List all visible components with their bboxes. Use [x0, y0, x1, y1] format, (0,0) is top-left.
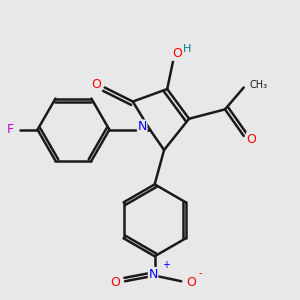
Text: +: +: [162, 260, 170, 270]
Text: O: O: [111, 276, 121, 289]
Text: N: N: [148, 268, 158, 281]
Text: CH₃: CH₃: [249, 80, 268, 90]
Text: N: N: [137, 120, 147, 133]
Text: F: F: [6, 123, 14, 136]
Text: H: H: [183, 44, 192, 54]
Text: -: -: [198, 268, 202, 278]
Text: O: O: [186, 276, 196, 289]
Text: O: O: [172, 47, 182, 60]
Text: O: O: [247, 133, 256, 146]
Text: O: O: [91, 79, 101, 92]
